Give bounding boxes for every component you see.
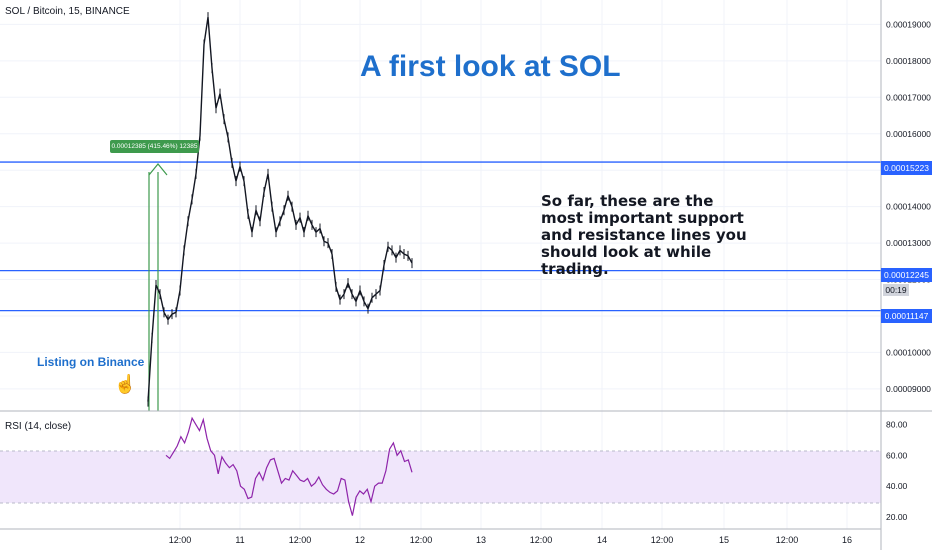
rsi-band bbox=[0, 451, 881, 503]
price-tick-label: 0.00013000 bbox=[886, 238, 931, 248]
headline: A first look at SOL bbox=[360, 50, 621, 83]
price-level-tag-mid: 0.00012245 bbox=[881, 268, 932, 282]
rsi-band-bounds bbox=[0, 450, 881, 504]
measure-label: 0.00012385 (415.46%) 12385 bbox=[110, 140, 199, 153]
pointing-hand-icon: ☝ bbox=[114, 374, 137, 394]
rsi-tick-label: 80.00 bbox=[886, 419, 908, 429]
support-resistance-note: So far, these are the most important sup… bbox=[541, 192, 747, 278]
price-tick-label: 0.00014000 bbox=[886, 202, 931, 212]
time-tick-label: 16 bbox=[842, 535, 852, 545]
price-tick-label: 0.00010000 bbox=[886, 347, 931, 357]
price-level-tag-top: 0.00015223 bbox=[881, 161, 932, 175]
bar-countdown: 00:19 bbox=[883, 284, 909, 296]
time-tick-label: 12:00 bbox=[651, 535, 674, 545]
time-axis: 12:00 11 12:00 12 12:00 13 12:00 14 12:00 15 12:00… bbox=[169, 535, 852, 545]
measure-arrow-head bbox=[148, 163, 168, 176]
price-tick-label: 0.00019000 bbox=[886, 19, 931, 29]
time-tick-label: 12:00 bbox=[410, 535, 433, 545]
price-axis: 0.00019000 0.00018000 0.00017000 0.00016000… bbox=[886, 19, 931, 393]
rsi-series bbox=[165, 416, 413, 516]
rsi-tick-label: 20.00 bbox=[886, 512, 908, 522]
time-tick-label: 12:00 bbox=[169, 535, 192, 545]
time-tick-label: 15 bbox=[719, 535, 729, 545]
time-tick-label: 14 bbox=[597, 535, 607, 545]
price-level-tag-low: 0.00011147 bbox=[881, 309, 932, 323]
time-tick-label: 11 bbox=[235, 535, 244, 545]
rsi-tick-label: 60.00 bbox=[886, 450, 908, 460]
rsi-line bbox=[165, 416, 413, 516]
price-series bbox=[147, 12, 413, 407]
time-tick-label: 12:00 bbox=[530, 535, 553, 545]
support-resistance-lines bbox=[0, 161, 881, 312]
grid-lines bbox=[0, 0, 881, 529]
symbol-title[interactable]: SOL / Bitcoin, 15, BINANCE bbox=[5, 6, 130, 17]
rsi-title[interactable]: RSI (14, close) bbox=[5, 421, 72, 432]
listing-label: Listing on Binance bbox=[37, 355, 145, 369]
rsi-axis: 80.00 60.00 40.00 20.00 bbox=[886, 419, 908, 522]
price-tick-label: 0.00018000 bbox=[886, 56, 931, 66]
time-tick-label: 12 bbox=[355, 535, 365, 545]
time-tick-label: 13 bbox=[476, 535, 486, 545]
price-tick-label: 0.00009000 bbox=[886, 384, 931, 394]
rsi-tick-label: 40.00 bbox=[886, 481, 908, 491]
price-tick-label: 0.00017000 bbox=[886, 92, 931, 102]
time-tick-label: 12:00 bbox=[776, 535, 799, 545]
price-tick-label: 0.00016000 bbox=[886, 129, 931, 139]
measure-tool bbox=[148, 163, 168, 411]
time-tick-label: 12:00 bbox=[289, 535, 312, 545]
